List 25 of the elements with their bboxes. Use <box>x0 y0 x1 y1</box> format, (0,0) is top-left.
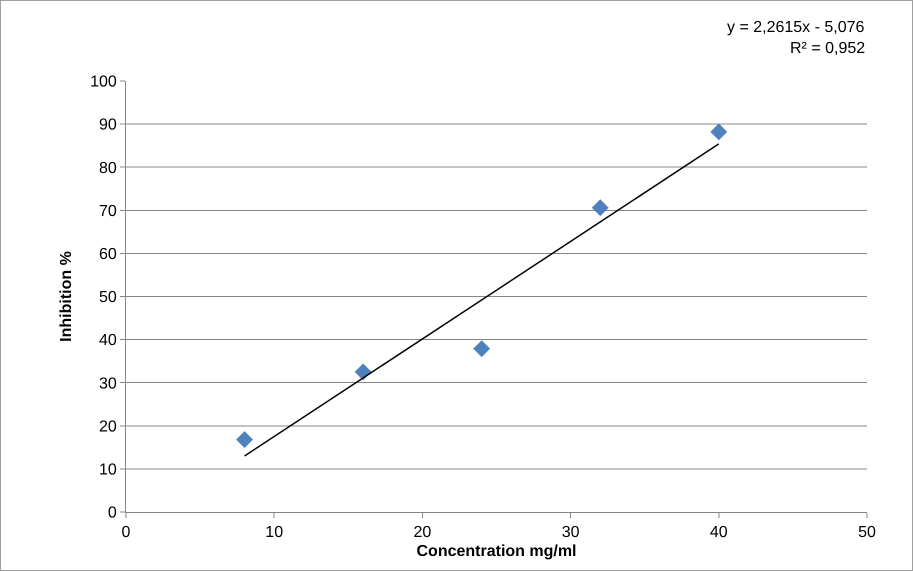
y-tick-label: 0 <box>108 504 117 522</box>
text: y = 2,2615x - 5,076 <box>727 19 865 36</box>
y-tick-label: 50 <box>99 289 117 306</box>
y-tick-label: 80 <box>99 160 117 177</box>
x-axis-title: Concentration mg/ml <box>416 542 577 560</box>
point <box>592 199 609 216</box>
y-tick-label: 20 <box>99 418 117 436</box>
point <box>473 340 490 358</box>
y-tick-label: 10 <box>99 462 117 478</box>
y-tick-label: 100 <box>90 74 117 91</box>
x-tick-label: 20 <box>414 524 432 542</box>
y-tick-label: 90 <box>99 116 117 134</box>
x-tick-label: 40 <box>710 524 728 542</box>
point <box>236 431 254 448</box>
x-tick-label: 10 <box>265 524 284 542</box>
x-tick-label: 30 <box>562 524 580 542</box>
y-tick-label: 60 <box>99 246 117 263</box>
y-axis-title: Inhibition % <box>58 251 75 342</box>
y-tick-label: 40 <box>99 332 117 350</box>
x-tick-label: 50 <box>858 524 876 542</box>
text: R² = 0,952 <box>790 40 866 57</box>
y-tick-label: 70 <box>99 202 117 220</box>
point <box>710 123 728 140</box>
y-tick-label: 30 <box>99 375 117 392</box>
x-tick-label: 0 <box>122 524 131 542</box>
